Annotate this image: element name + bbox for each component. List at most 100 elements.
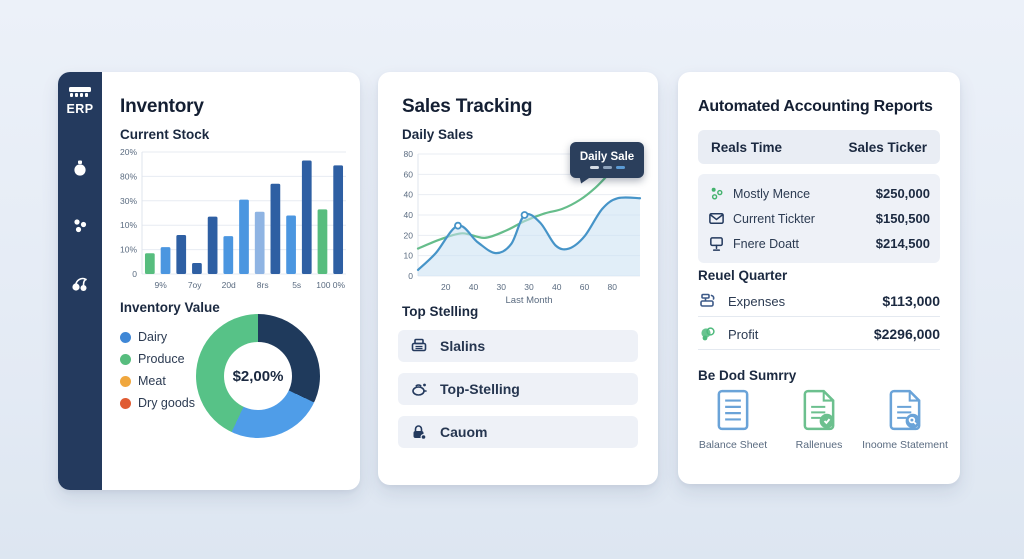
molecule-icon: [711, 187, 723, 200]
svg-text:80: 80: [608, 282, 618, 292]
svg-text:7oy: 7oy: [188, 280, 202, 290]
list-item-cauom[interactable]: Cauom: [398, 416, 638, 448]
profit-value: $2296,000: [873, 326, 940, 342]
printer-icon: [411, 338, 427, 352]
svg-text:30: 30: [524, 282, 534, 292]
tooltip-label: Daily Sale: [579, 151, 635, 163]
svg-text:0: 0: [132, 269, 137, 279]
cash-register-icon: [700, 293, 715, 307]
list-item-label: Slalins: [440, 338, 486, 354]
inventory-title: Inventory: [120, 96, 204, 117]
sales-tracking-card: Sales Tracking Daily Sales 80 60 40 40 20 10 0…: [378, 72, 658, 485]
svg-text:10%: 10%: [120, 220, 137, 230]
svg-text:60: 60: [404, 169, 414, 179]
svg-text:5s: 5s: [292, 280, 301, 290]
svg-text:8rs: 8rs: [257, 280, 269, 290]
svg-text:40: 40: [404, 190, 414, 200]
current-stock-title: Current Stock: [120, 127, 210, 142]
legend-item: Dairy: [120, 326, 195, 348]
svg-text:10: 10: [404, 251, 414, 261]
svg-text:30: 30: [497, 282, 507, 292]
balance-sheet-doc[interactable]: Balance Sheet: [690, 388, 776, 451]
document-check-icon: [803, 389, 835, 431]
list-item-label: Top-Stelling: [440, 381, 520, 397]
coins-icon: [701, 327, 715, 341]
report-docs: Balance Sheet Rallenues: [690, 388, 948, 451]
ticker-header: Reals Time Sales Ticker: [698, 130, 940, 164]
erp-logo-label: ERP: [66, 102, 94, 116]
svg-text:9%: 9%: [155, 280, 168, 290]
inventory-value-title: Inventory Value: [120, 300, 220, 315]
top-selling-title: Top Stelling: [402, 304, 479, 319]
sidebar-item-inventory[interactable]: [70, 158, 90, 178]
ticker-row-label: Fnere Doatt: [733, 236, 800, 251]
quarter-title: Reuel Quarter: [698, 268, 788, 283]
bag-icon: [74, 160, 86, 176]
sidebar-nav: [69, 158, 91, 294]
svg-text:20%: 20%: [120, 147, 137, 157]
ticker-row-label: Mostly Mence: [733, 186, 811, 201]
list-item-slalins[interactable]: Slalins: [398, 330, 638, 362]
profit-row: Profit $2296,000: [698, 319, 940, 350]
income-statement-doc[interactable]: Inoome Statement: [862, 388, 948, 451]
ticker-row: Mostly Mence $250,000: [708, 181, 930, 206]
sidebar: ERP: [58, 72, 102, 490]
expenses-label: Expenses: [728, 293, 786, 309]
legend-dot: [120, 375, 131, 387]
legend-dot: [120, 331, 131, 343]
svg-text:60: 60: [580, 282, 590, 292]
dash-icon: [615, 166, 625, 169]
current-stock-bar-chart: 20% 80% 30% 10% 10% 0 9% 7oy 20d 8rs 5s 100 0%: [120, 147, 346, 290]
ticker-row-value: $150,500: [875, 211, 930, 226]
daily-sales-title: Daily Sales: [402, 127, 474, 142]
document-icon: [717, 389, 749, 431]
donut-hole: $2,00%: [224, 342, 292, 410]
legend-dot: [120, 353, 131, 365]
sidebar-item-groups[interactable]: [70, 216, 90, 236]
svg-text:20: 20: [404, 230, 414, 240]
envelope-icon: [709, 213, 724, 224]
legend-label: Meat: [138, 374, 166, 388]
inventory-value-legend: Dairy Produce Meat Dry goods: [120, 326, 195, 414]
donut-center-label: $2,00%: [232, 367, 284, 385]
legend-label: Dry goods: [138, 396, 195, 410]
svg-text:40: 40: [469, 282, 479, 292]
tooltip-legend-dashes: [589, 166, 625, 169]
storefront-awning-icon: [69, 87, 91, 97]
daily-sales-line-chart: 80 60 40 40 20 10 0 20 40 30 30 40 60 80 Last Month: [404, 149, 642, 306]
ticker-row-value: $214,500: [875, 236, 930, 251]
ticker-row: Current Tickter $150,500: [708, 206, 930, 231]
sales-tracking-title: Sales Tracking: [402, 96, 533, 117]
legend-label: Dairy: [138, 330, 168, 344]
svg-text:0: 0: [408, 271, 413, 281]
revenues-doc[interactable]: Rallenues: [776, 388, 862, 451]
svg-text:100 0%: 100 0%: [316, 280, 345, 290]
ticker-row-label: Current Tickter: [733, 211, 815, 226]
doc-label: Balance Sheet: [698, 439, 768, 451]
svg-text:80%: 80%: [120, 171, 137, 181]
legend-label: Produce: [138, 352, 185, 366]
dash-icon: [589, 166, 599, 169]
document-search-icon: [889, 389, 921, 431]
ticker-row-value: $250,000: [875, 186, 930, 201]
inventory-value-donut-chart: $2,00%: [196, 314, 320, 438]
lock-icon: [413, 425, 427, 441]
legend-dot: [120, 397, 131, 409]
svg-text:Last Month: Last Month: [506, 295, 553, 306]
reports-title: Automated Accounting Reports: [698, 98, 933, 115]
list-item-label: Cauom: [440, 424, 488, 440]
kettle-icon: [412, 383, 427, 396]
erp-logo: ERP: [67, 86, 94, 116]
summary-title: Be Dod Sumrry: [698, 368, 797, 383]
inventory-card: ERP: [58, 72, 360, 490]
svg-text:40: 40: [552, 282, 562, 292]
chart-tooltip: Daily Sale: [570, 142, 644, 186]
legend-item: Meat: [120, 370, 195, 392]
monitor-icon: [710, 237, 723, 251]
dots-cluster-icon: [74, 219, 87, 233]
sidebar-item-produce[interactable]: [69, 274, 91, 294]
expenses-row: Expenses $113,000: [698, 286, 940, 317]
ticker-panel: Mostly Mence $250,000 Current Tickter $1…: [698, 174, 940, 263]
list-item-top-stelling[interactable]: Top-Stelling: [398, 373, 638, 405]
ticker-header-left: Reals Time: [711, 139, 783, 155]
